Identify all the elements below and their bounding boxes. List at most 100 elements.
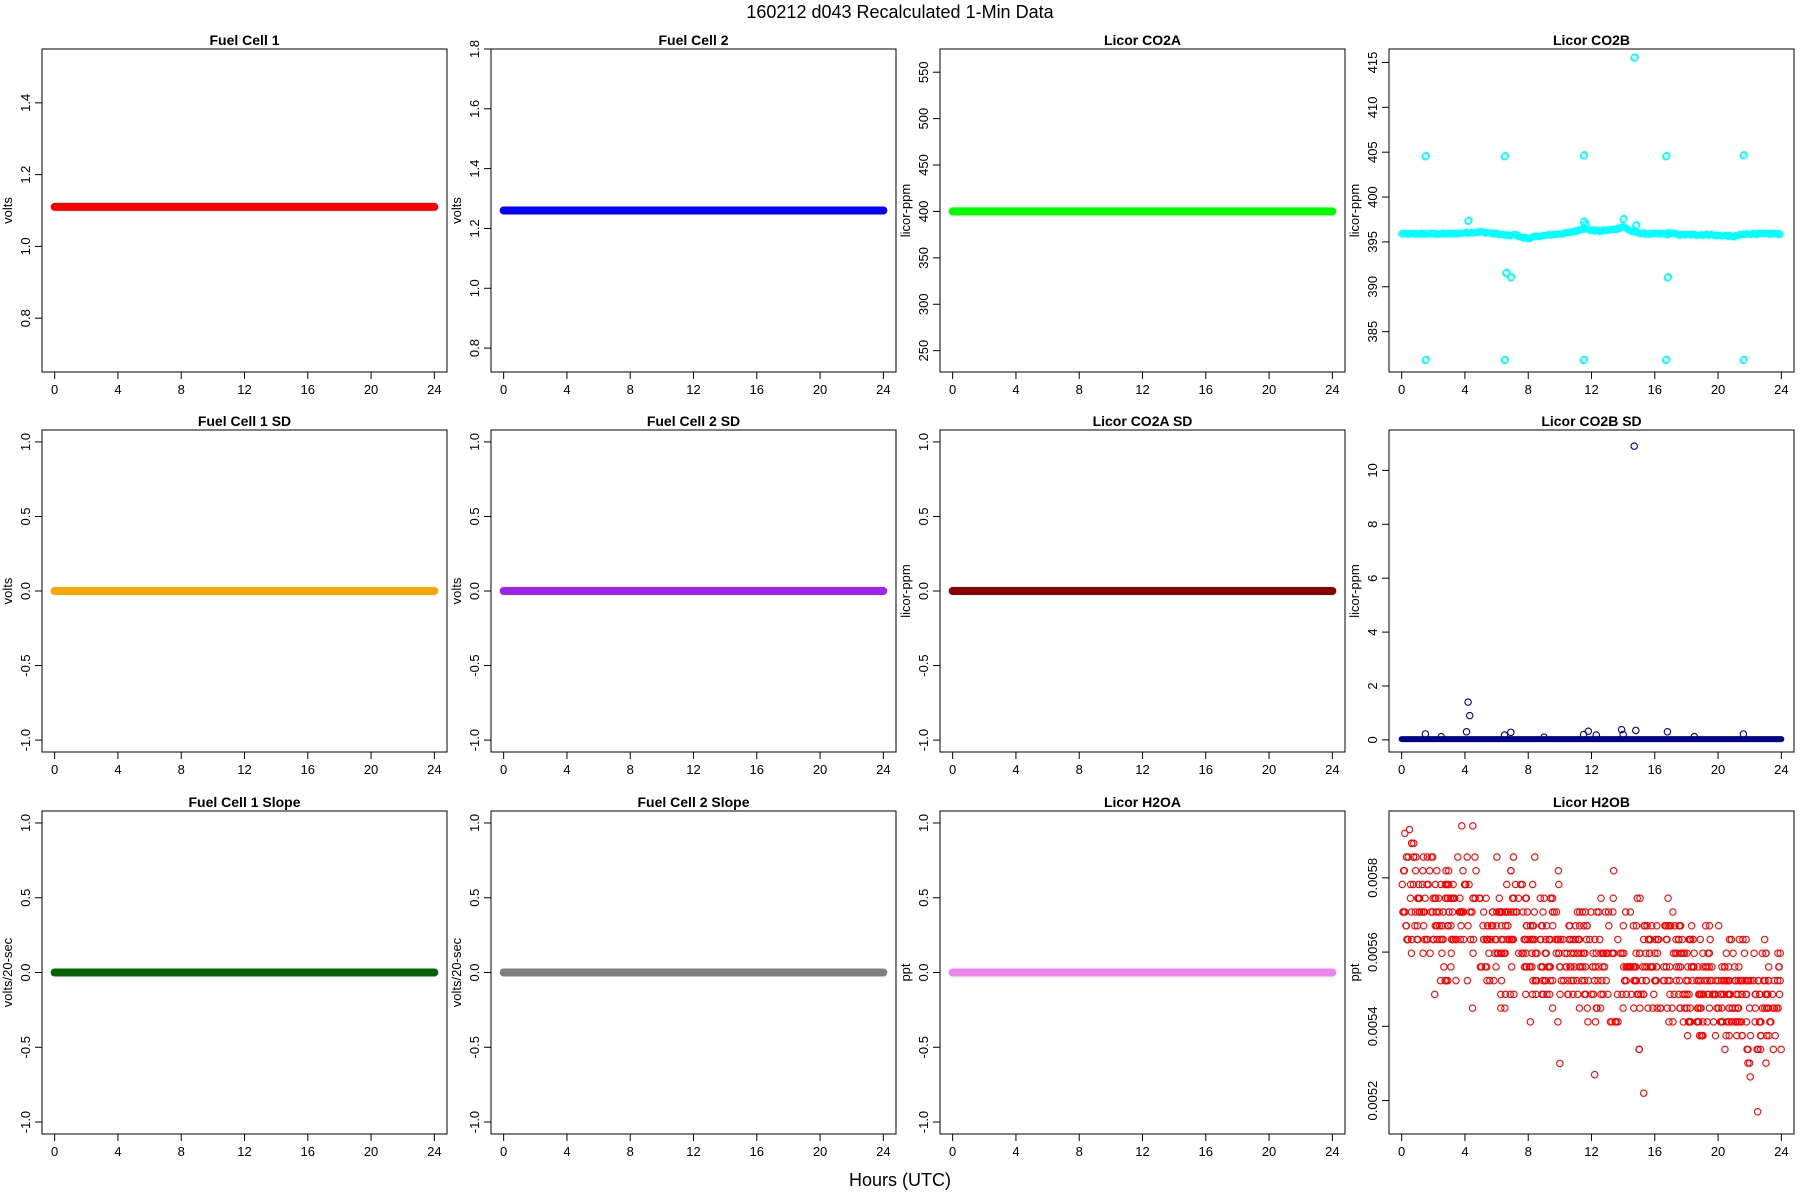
data-point: [1581, 908, 1590, 916]
data-point: [1501, 990, 1510, 999]
data-point: [1776, 230, 1784, 238]
data-point: [1463, 976, 1472, 985]
data-point: [1429, 935, 1437, 944]
y-tick-label: 0.8: [18, 309, 33, 327]
data-point: [1409, 880, 1418, 889]
data-point: [1460, 880, 1469, 889]
data-point: [1730, 963, 1739, 971]
x-tick-label: 24: [876, 1144, 890, 1159]
data-point: [1639, 990, 1648, 999]
data-point: [1464, 698, 1472, 706]
data-point: [1456, 935, 1465, 944]
data-point: [1428, 908, 1437, 916]
panel-co2a: Licor CO2A 0 4 8 12 16 20 24 250 300 350 400 450 500 5…: [898, 32, 1346, 397]
data-point: [1498, 949, 1506, 957]
y-tick-label: 0.5: [18, 889, 33, 907]
data-point: [1522, 963, 1530, 971]
data-point: [1713, 1004, 1721, 1012]
data-point: [1548, 976, 1557, 985]
data-point: [1544, 963, 1552, 971]
data-point: [1564, 990, 1572, 999]
x-tick-label: 12: [686, 382, 700, 397]
data-point: [1399, 867, 1408, 875]
x-axis-title: Hours (UTC): [849, 1170, 951, 1190]
x-tick-label: 24: [1325, 1144, 1339, 1159]
data-point: [1580, 990, 1589, 999]
data-point: [1546, 935, 1554, 944]
data-point: [1776, 976, 1784, 985]
panel-h2oa: Licor H2OA 0 4 8 12 16 20 24 -1.0 -0.5 0.0 0.5 1.0 pp…: [898, 794, 1346, 1159]
data-point: [1521, 935, 1530, 944]
x-tick-label: 4: [1461, 1144, 1468, 1159]
data-point: [1422, 355, 1430, 364]
data-point: [1493, 949, 1501, 957]
data-point: [1519, 908, 1527, 916]
data-point: [1609, 894, 1617, 902]
x-tick-label: 0: [500, 382, 507, 397]
panel-title: Licor CO2B SD: [1541, 413, 1641, 429]
data-point: [1761, 1004, 1769, 1012]
data-point: [1617, 725, 1626, 734]
data-point: [1548, 894, 1557, 902]
data-point: [1610, 949, 1618, 957]
y-tick-label: 1.0: [18, 433, 33, 451]
data-point: [1636, 894, 1644, 902]
x-tick-label: 24: [1774, 1144, 1788, 1159]
data-point: [1486, 976, 1494, 985]
data-point: [1487, 921, 1496, 930]
data-point: [1727, 935, 1736, 944]
data-point: [1664, 921, 1672, 930]
data-point: [1479, 935, 1488, 944]
data-point: [1497, 990, 1505, 999]
data-point: [1762, 1059, 1770, 1067]
data-point: [1609, 867, 1618, 875]
y-axis-label: ppt: [1347, 963, 1362, 981]
x-tick-label: 8: [627, 382, 634, 397]
data-point: [1465, 711, 1474, 720]
data-point: [1580, 355, 1589, 364]
data-point: [1654, 935, 1663, 944]
data-point: [1433, 867, 1441, 875]
data-point: [1775, 990, 1784, 999]
data-point: [1643, 921, 1651, 930]
data-point: [1419, 949, 1427, 957]
data-point: [1490, 976, 1498, 985]
data-point: [1519, 949, 1527, 957]
data-point: [1431, 880, 1440, 889]
data-point: [1645, 949, 1654, 957]
data-point: [1590, 1070, 1599, 1079]
data-point: [1644, 935, 1653, 944]
data-point: [1711, 990, 1720, 999]
data-point: [1501, 1004, 1509, 1012]
data-point: [1530, 908, 1539, 916]
data-point: [1751, 1018, 1759, 1026]
y-tick-label: -1.0: [18, 729, 33, 751]
x-tick-label: 0: [1398, 1144, 1405, 1159]
data-point: [1569, 990, 1577, 999]
x-tick-label: 12: [686, 762, 700, 777]
data-point: [1501, 152, 1510, 160]
y-tick-label: 0.0: [916, 963, 931, 981]
x-tick-label: 8: [1525, 762, 1532, 777]
data-point: [1525, 963, 1534, 971]
data-point: [1411, 867, 1420, 875]
y-axis-label: volts: [449, 577, 464, 604]
y-axis-label: licor-ppm: [1347, 184, 1362, 237]
data-point: [1725, 990, 1733, 999]
data-point: [1483, 976, 1491, 985]
data-point: [1487, 935, 1495, 944]
data-point: [1546, 894, 1555, 902]
x-tick-label: 0: [500, 1144, 507, 1159]
data-point: [1556, 1059, 1564, 1068]
data-point: [1509, 908, 1518, 916]
x-tick-label: 4: [1012, 1144, 1019, 1159]
data-point: [1675, 921, 1683, 930]
data-point: [1533, 949, 1541, 957]
data-point: [1642, 949, 1650, 957]
data-point: [1506, 908, 1515, 916]
data-point: [1633, 894, 1641, 902]
data-point: [1537, 921, 1546, 930]
data-point: [1725, 1018, 1733, 1026]
data-point: [1418, 880, 1427, 889]
